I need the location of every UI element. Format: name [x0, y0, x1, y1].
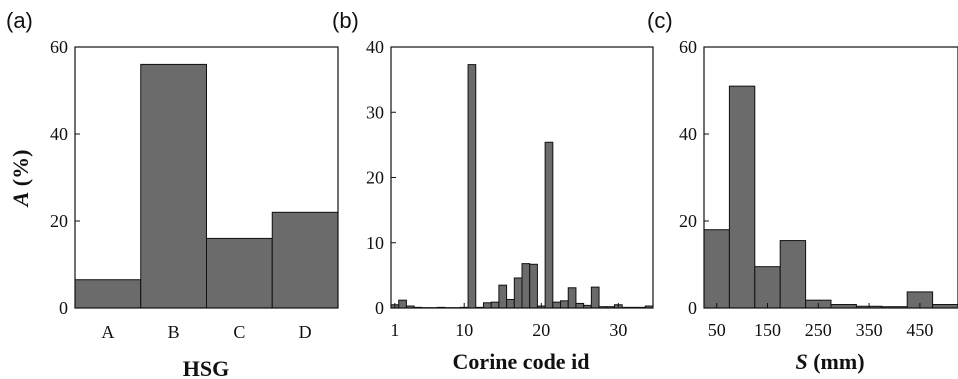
panel-c-xtick-label: 50	[708, 320, 726, 340]
panel-b: (b) 0 10 20 30 40 1 10 20 30 Corine code id	[332, 8, 654, 374]
panel-c-xtick-label: 350	[856, 320, 883, 340]
panel-a-bars	[74, 63, 339, 309]
panel-c-label: (c)	[647, 8, 673, 33]
panel-b-bar	[560, 300, 569, 309]
panel-c-ytick-label: 20	[679, 211, 697, 231]
panel-b-xtick-label: 1	[390, 320, 399, 340]
panel-b-bar	[567, 287, 577, 309]
panel-c-frame	[703, 46, 958, 309]
panel-a-xtick-label: D	[299, 322, 312, 342]
panel-a-ytick-label: 20	[50, 211, 68, 231]
panel-b-bar	[575, 302, 585, 309]
panel-b-bar	[590, 286, 600, 309]
panel-b-bar	[552, 301, 562, 309]
panel-b-bar	[544, 141, 554, 309]
panel-c-bar	[728, 85, 756, 309]
panel-c-ytick-label: 40	[679, 124, 697, 144]
panel-c-bar	[779, 240, 807, 309]
panel-a-xtick-label: B	[168, 322, 180, 342]
panel-b-bar	[482, 302, 492, 309]
panel-a: (a) 0 20 40 60 A B C D HSG A (%)	[6, 8, 339, 379]
panel-c-xtick-label: 250	[805, 320, 832, 340]
panel-a-xtick-label: A	[101, 322, 114, 342]
panel-c-xtick-label: 150	[754, 320, 781, 340]
panel-c-ytick-label: 60	[679, 37, 697, 57]
panel-c-xtick-label: 450	[906, 320, 933, 340]
panel-b-bar	[513, 277, 523, 309]
panel-a-frame	[74, 46, 339, 309]
panel-c-bar	[703, 229, 730, 309]
panel-b-ytick-label: 30	[366, 102, 384, 122]
panel-b-bar	[498, 284, 508, 309]
panel-b-bar	[398, 299, 407, 309]
panel-c: (c) 0 20 40 60 50 150 250 350 450 S (mm)	[647, 8, 958, 374]
panel-c-ytick-label: 0	[688, 298, 697, 318]
panel-a-ytick-label: 60	[50, 37, 68, 57]
panel-b-bar	[529, 263, 538, 309]
panel-b-ticks: 0 10 20 30 40 1 10 20 30	[366, 37, 627, 340]
panel-a-xlabel: HSG	[183, 356, 229, 379]
panel-b-bar	[521, 263, 531, 309]
panel-c-ticks: 0 20 40 60 50 150 250 350 450	[679, 37, 933, 340]
panel-c-bars	[703, 85, 958, 309]
panel-a-xtick-label: C	[233, 322, 245, 342]
panel-b-xtick-label: 30	[609, 320, 627, 340]
panel-b-ytick-label: 40	[366, 37, 384, 57]
panel-a-ylabel-var: A	[8, 192, 33, 209]
panel-a-ylabel-unit: (%)	[8, 150, 33, 192]
panel-b-xtick-label: 20	[532, 320, 550, 340]
panel-a-label: (a)	[6, 8, 33, 33]
panel-c-xlabel: S (mm)	[795, 349, 864, 374]
panel-a-ylabel: A (%)	[8, 150, 33, 209]
panel-a-bar	[74, 279, 142, 309]
panel-c-bar	[754, 266, 781, 309]
panel-b-bar	[506, 299, 515, 309]
panel-a-ticks: 0 20 40 60 A B C D	[50, 37, 312, 342]
panel-a-bar	[140, 63, 207, 309]
panel-b-ytick-label: 20	[366, 168, 384, 188]
panel-a-bar	[271, 211, 339, 309]
panel-b-label: (b)	[332, 8, 359, 33]
panel-a-ytick-label: 0	[59, 298, 68, 318]
panel-b-xtick-label: 10	[455, 320, 473, 340]
panel-b-bar	[467, 64, 477, 309]
panel-a-bar	[206, 237, 273, 309]
panel-b-ytick-label: 0	[375, 298, 384, 318]
panel-b-bars	[390, 64, 654, 309]
panel-a-ytick-label: 40	[50, 124, 68, 144]
panel-b-bar	[490, 301, 500, 309]
panel-c-xlabel-var: S	[795, 349, 807, 374]
panel-b-ytick-label: 10	[366, 233, 384, 253]
panel-c-xlabel-unit: (mm)	[808, 349, 865, 374]
panel-b-xlabel: Corine code id	[453, 349, 590, 374]
